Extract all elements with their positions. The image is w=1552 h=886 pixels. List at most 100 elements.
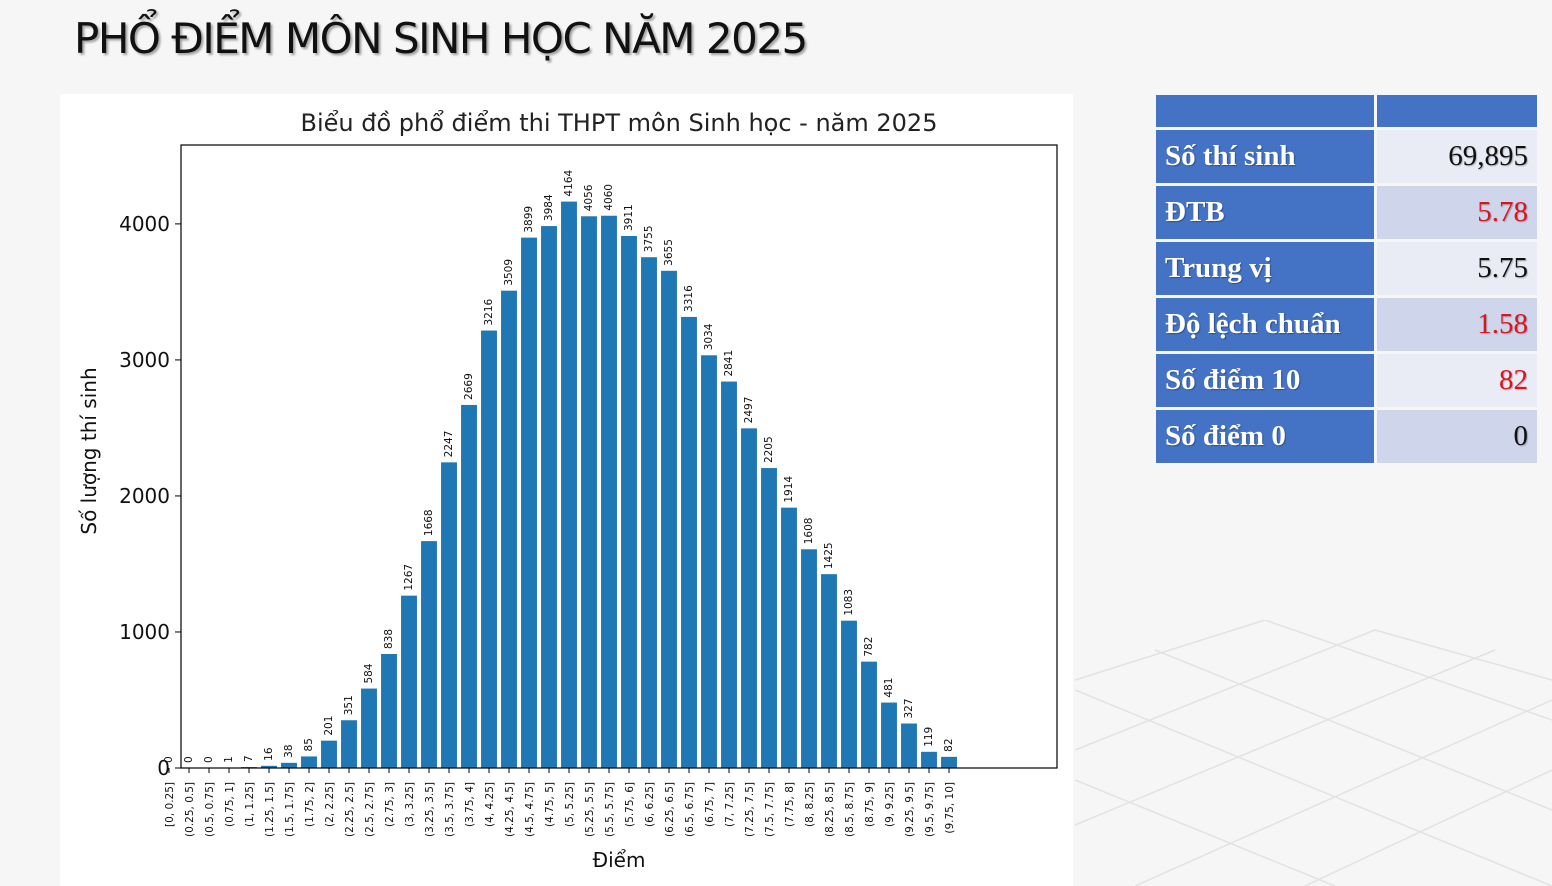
bar-value-label: 4056 bbox=[583, 184, 595, 211]
bar bbox=[301, 756, 317, 768]
bar-value-label: 3984 bbox=[543, 194, 555, 221]
x-tick-label: (4, 4.25] bbox=[484, 782, 496, 827]
x-tick-label: (1.25, 1.5] bbox=[264, 782, 276, 837]
bar-value-label: 1425 bbox=[823, 542, 835, 569]
bar-value-label: 4060 bbox=[603, 184, 615, 211]
stats-label: Số điểm 10 bbox=[1156, 354, 1374, 407]
x-tick-label: (8.5, 8.75] bbox=[844, 782, 856, 837]
x-tick-label: (2.5, 2.75] bbox=[364, 782, 376, 837]
bar bbox=[361, 688, 377, 768]
x-tick-label: (4.75, 5] bbox=[544, 782, 556, 827]
x-tick-label: (9.5, 9.75] bbox=[924, 782, 936, 837]
bar bbox=[561, 201, 577, 769]
bar-value-label: 2205 bbox=[763, 436, 775, 463]
bar-value-label: 3316 bbox=[683, 285, 695, 312]
x-tick-label: (5, 5.25] bbox=[564, 782, 576, 827]
x-tick-label: (2.25, 2.5] bbox=[344, 782, 356, 837]
bar-value-label: 838 bbox=[383, 629, 395, 649]
bar-value-label: 3216 bbox=[483, 298, 495, 325]
y-tick-label: 4000 bbox=[119, 212, 170, 236]
bar bbox=[821, 574, 837, 768]
x-axis: [0, 0.25] (0.25, 0.5] (0.5, 0.75] (0.75, 1]… bbox=[164, 768, 956, 837]
stats-row: Trung vị 5.75 bbox=[1156, 242, 1537, 295]
stats-header-cell bbox=[1377, 95, 1537, 127]
bar-value-label: 0 bbox=[183, 756, 195, 763]
x-tick-label: (6, 6.25] bbox=[644, 782, 656, 827]
bar-value-label: 3034 bbox=[703, 323, 715, 350]
bar-value-label: 1914 bbox=[783, 476, 795, 503]
bar-value-label: 85 bbox=[303, 738, 315, 751]
bar bbox=[661, 270, 677, 768]
slide-title: PHỔ ĐIỂM MÔN SINH HỌC NĂM 2025 bbox=[74, 14, 808, 63]
bar bbox=[841, 620, 857, 768]
stats-value: 5.75 bbox=[1377, 242, 1537, 295]
bar-value-label: 2669 bbox=[463, 373, 475, 400]
bar bbox=[501, 290, 517, 768]
bar-value-label: 1 bbox=[223, 756, 235, 763]
stats-row: Độ lệch chuẩn 1.58 bbox=[1156, 298, 1537, 351]
x-tick-label: (9.25, 9.5] bbox=[904, 782, 916, 837]
bar bbox=[281, 762, 297, 768]
bar bbox=[521, 237, 537, 768]
chart-panel: Biểu đồ phổ điểm thi THPT môn Sinh học -… bbox=[60, 94, 1073, 886]
bar-value-label: 201 bbox=[323, 716, 335, 736]
stats-row: Số thí sinh 69,895 bbox=[1156, 130, 1537, 183]
x-tick-label: (2.75, 3] bbox=[384, 782, 396, 827]
bar-value-label: 3509 bbox=[503, 259, 515, 286]
y-axis: 0 1000 2000 3000 4000 bbox=[119, 212, 181, 780]
y-tick-label: 0 bbox=[157, 756, 170, 780]
bar bbox=[321, 740, 337, 768]
bar-value-label: 2841 bbox=[723, 350, 735, 377]
x-tick-label: (0.75, 1] bbox=[224, 782, 236, 827]
x-tick-label: (6.75, 7] bbox=[704, 782, 716, 827]
bar-value-label: 1668 bbox=[423, 509, 435, 536]
bar-value-label: 782 bbox=[863, 637, 875, 657]
bar-value-label: 351 bbox=[343, 695, 355, 715]
x-tick-label: (2, 2.25] bbox=[324, 782, 336, 827]
bar-value-label: 1083 bbox=[843, 589, 855, 616]
stats-value: 69,895 bbox=[1377, 130, 1537, 183]
stats-table: Số thí sinh 69,895 ĐTB 5.78 Trung vị 5.75 Độ l… bbox=[1153, 92, 1540, 466]
y-axis-label: Số lượng thí sinh bbox=[77, 367, 101, 534]
bar bbox=[581, 216, 597, 768]
stats-row: ĐTB 5.78 bbox=[1156, 186, 1537, 239]
bar bbox=[441, 462, 457, 768]
bar-value-label: 3655 bbox=[663, 239, 675, 266]
x-tick-label: (8, 8.25] bbox=[804, 782, 816, 827]
stats-label: Số thí sinh bbox=[1156, 130, 1374, 183]
stats-header-cell bbox=[1156, 95, 1374, 127]
x-tick-label: (6.25, 6.5] bbox=[664, 782, 676, 837]
stats-label: Trung vị bbox=[1156, 242, 1374, 295]
stats-value: 82 bbox=[1377, 354, 1537, 407]
bar-value-label: 0 bbox=[203, 756, 215, 763]
bar bbox=[881, 702, 897, 768]
stats-value: 1.58 bbox=[1377, 298, 1537, 351]
bar bbox=[641, 257, 657, 768]
bar-labels-group: 0 0 0 1 7 16 38 85 201 351 584 838 1267 1668 2247 2669 3… bbox=[163, 170, 955, 763]
x-tick-label: (5.75, 6] bbox=[624, 782, 636, 827]
bar bbox=[801, 549, 817, 768]
stats-value: 0 bbox=[1377, 410, 1537, 463]
x-tick-label: (7.25, 7.5] bbox=[744, 782, 756, 837]
decorative-grid bbox=[1075, 620, 1552, 886]
stats-value: 5.78 bbox=[1377, 186, 1537, 239]
bar-value-label: 4164 bbox=[563, 170, 575, 197]
y-tick-label: 3000 bbox=[119, 348, 170, 372]
x-tick-label: (0.25, 0.5] bbox=[184, 782, 196, 837]
bar bbox=[381, 654, 397, 768]
bar-value-label: 119 bbox=[923, 727, 935, 747]
x-tick-label: (1.75, 2] bbox=[304, 782, 316, 827]
x-tick-label: (8.75, 9] bbox=[864, 782, 876, 827]
x-tick-label: (3.75, 4] bbox=[464, 782, 476, 827]
bar bbox=[341, 720, 357, 768]
bar bbox=[461, 404, 477, 768]
bar bbox=[861, 661, 877, 768]
bar-value-label: 1267 bbox=[403, 564, 415, 591]
chart-title: Biểu đồ phổ điểm thi THPT môn Sinh học -… bbox=[301, 109, 938, 137]
y-tick-label: 1000 bbox=[119, 620, 170, 644]
x-tick-label: (3.25, 3.5] bbox=[424, 782, 436, 837]
bar-value-label: 327 bbox=[903, 698, 915, 718]
plot-frame bbox=[180, 144, 1058, 769]
bar bbox=[721, 381, 737, 768]
